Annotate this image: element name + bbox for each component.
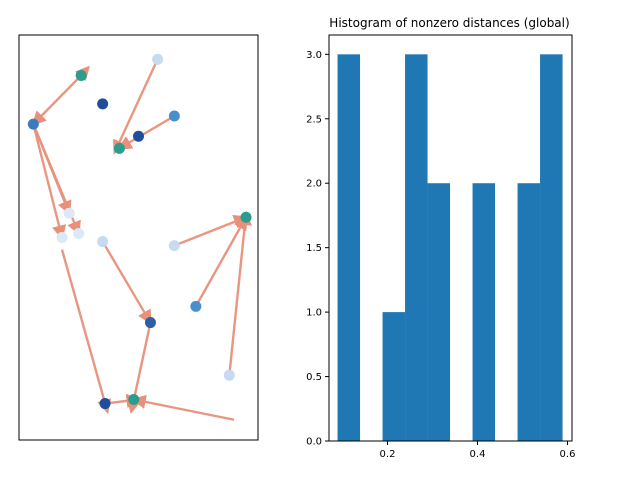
y-tick-label: 2.0 (306, 179, 322, 190)
arrow-7 (101, 240, 152, 325)
scatter-point-12 (168, 240, 180, 252)
arrow-layer (31, 58, 252, 421)
scatter-point-5 (133, 130, 144, 142)
arrow-6 (32, 123, 72, 216)
histogram-bar-9 (540, 54, 563, 441)
arrow-8 (173, 214, 249, 247)
scatter-point-2 (97, 98, 109, 110)
point-layer (27, 53, 252, 410)
y-tick-label: 3.0 (306, 50, 322, 61)
scatter-point-15 (223, 369, 235, 381)
scatter-point-0 (152, 53, 164, 65)
x-axis-ticks: 0.2 0.4 0.6 (380, 441, 576, 460)
histogram-panel: Histogram of nonzero distances (global) … (306, 16, 575, 460)
arrow-3 (117, 114, 175, 150)
scatter-point-13 (190, 300, 202, 312)
histogram-bar-3 (405, 54, 428, 441)
histogram-bar-6 (472, 183, 496, 441)
x-tick-label: 0.6 (560, 449, 576, 460)
y-tick-label: 1.5 (306, 243, 322, 254)
arrow-13 (131, 394, 235, 421)
scatter-panel (18, 34, 259, 441)
histogram-bar-0 (337, 54, 361, 441)
scatter-point-11 (97, 236, 109, 248)
histogram-bar-2 (382, 312, 406, 441)
y-tick-label: 2.5 (306, 114, 322, 125)
y-tick-label: 0.0 (306, 437, 322, 448)
scatter-point-3 (168, 110, 180, 122)
histogram-bar-8 (517, 183, 541, 441)
x-tick-label: 0.4 (470, 449, 486, 460)
scatter-point-8 (240, 211, 252, 223)
histogram-title: Histogram of nonzero distances (global) (329, 16, 569, 30)
scatter-point-17 (128, 394, 140, 405)
y-tick-label: 0.5 (306, 372, 322, 383)
scatter-point-7 (63, 207, 75, 219)
arrow-4 (32, 123, 67, 240)
scatter-point-10 (56, 232, 68, 243)
arrow-12 (60, 249, 112, 414)
scatter-point-16 (99, 398, 111, 410)
histogram-bar-4 (427, 183, 451, 441)
bar-layer (337, 54, 563, 441)
y-axis-ticks: 0.0 0.5 1.0 1.5 2.0 2.5 3.0 (306, 50, 329, 448)
scatter-point-6 (113, 142, 125, 154)
x-tick-label: 0.2 (380, 449, 396, 460)
scatter-point-1 (75, 70, 87, 81)
histogram-frame (328, 34, 573, 442)
scatter-frame (18, 34, 259, 441)
y-tick-label: 1.0 (306, 308, 322, 319)
arrow-1 (31, 74, 82, 126)
arrow-9 (194, 215, 248, 307)
scatter-point-9 (73, 227, 85, 239)
arrow-10 (228, 210, 252, 376)
scatter-point-14 (144, 317, 156, 329)
scatter-point-4 (27, 118, 39, 130)
